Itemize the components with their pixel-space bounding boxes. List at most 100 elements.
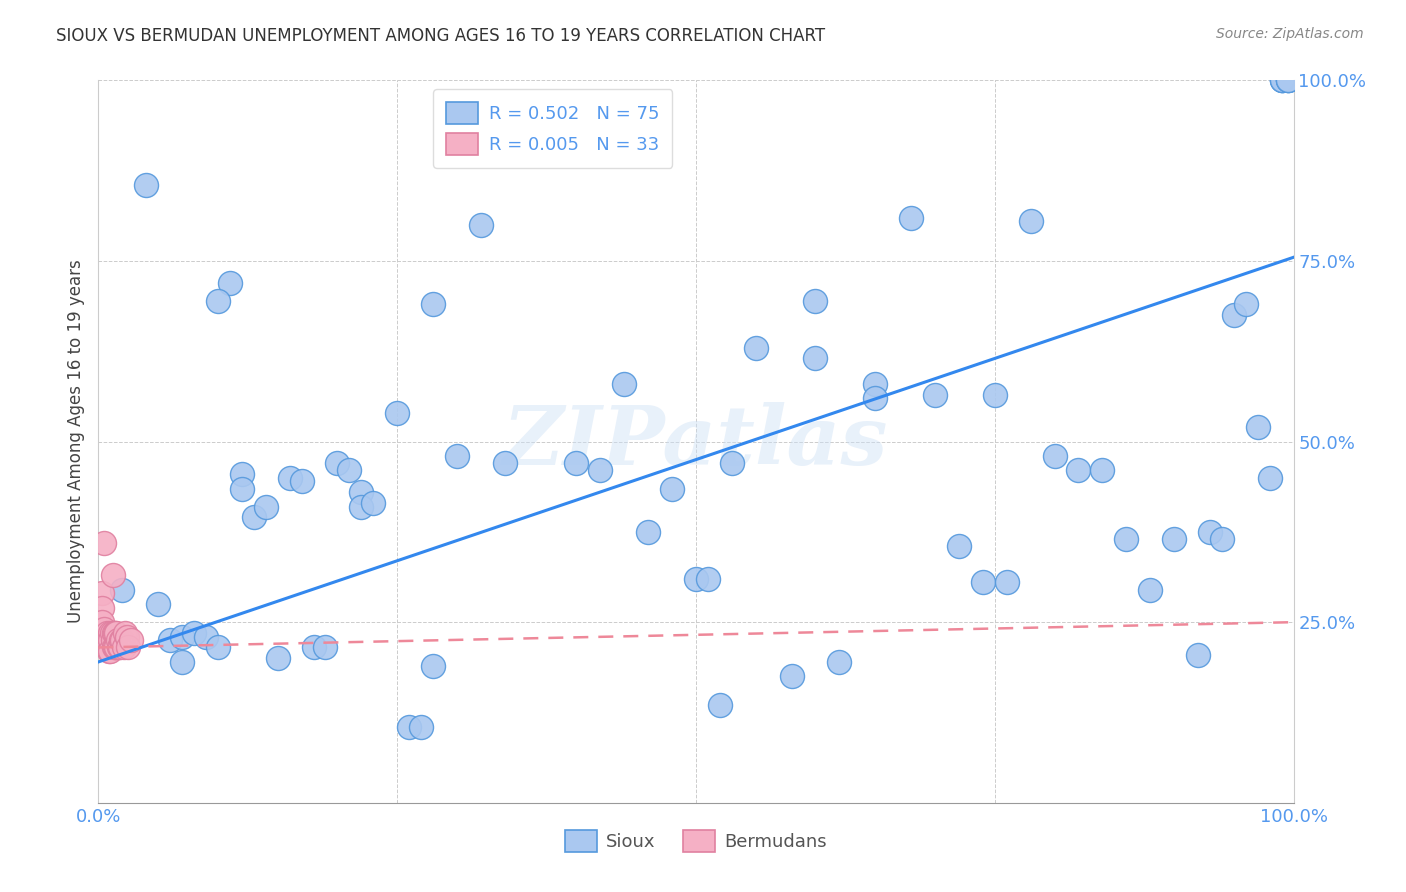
Point xyxy=(613,376,636,391)
Point xyxy=(697,572,720,586)
Point xyxy=(278,470,301,484)
Point xyxy=(94,630,117,644)
Point xyxy=(104,626,127,640)
Point xyxy=(103,626,125,640)
Point xyxy=(91,586,114,600)
Point xyxy=(422,297,444,311)
Point xyxy=(254,500,277,514)
Point xyxy=(350,485,373,500)
Point xyxy=(98,630,121,644)
Point xyxy=(446,449,468,463)
Point xyxy=(1234,297,1257,311)
Point xyxy=(98,644,122,658)
Point xyxy=(91,615,114,630)
Point xyxy=(98,644,121,658)
Legend: Sioux, Bermudans: Sioux, Bermudans xyxy=(558,822,834,859)
Point xyxy=(709,698,731,713)
Y-axis label: Unemployment Among Ages 16 to 19 years: Unemployment Among Ages 16 to 19 years xyxy=(66,260,84,624)
Point xyxy=(1019,214,1042,228)
Point xyxy=(93,535,115,549)
Point xyxy=(120,633,142,648)
Point xyxy=(589,463,612,477)
Point xyxy=(685,572,707,586)
Point xyxy=(104,640,127,655)
Point xyxy=(207,293,229,308)
Point xyxy=(101,633,124,648)
Point xyxy=(93,623,115,637)
Point xyxy=(112,640,135,655)
Point xyxy=(219,276,242,290)
Point xyxy=(291,475,314,489)
Point xyxy=(1115,532,1137,546)
Point xyxy=(1247,420,1270,434)
Text: Source: ZipAtlas.com: Source: ZipAtlas.com xyxy=(1216,27,1364,41)
Point xyxy=(97,640,120,655)
Point xyxy=(1277,73,1299,87)
Point xyxy=(1211,532,1233,546)
Point xyxy=(1277,73,1299,87)
Point xyxy=(326,456,349,470)
Point xyxy=(494,456,516,470)
Point xyxy=(100,626,122,640)
Point xyxy=(117,640,139,655)
Point xyxy=(108,640,131,655)
Point xyxy=(110,633,132,648)
Point xyxy=(984,387,1007,401)
Point xyxy=(96,626,118,640)
Point xyxy=(865,391,887,405)
Point xyxy=(1271,73,1294,87)
Point xyxy=(195,630,218,644)
Point xyxy=(96,640,118,655)
Point xyxy=(98,633,122,648)
Point xyxy=(422,658,444,673)
Point xyxy=(745,341,768,355)
Point xyxy=(135,178,157,192)
Point xyxy=(1258,470,1281,484)
Point xyxy=(804,351,827,366)
Point xyxy=(470,218,492,232)
Point xyxy=(804,293,827,308)
Point xyxy=(98,626,122,640)
Point xyxy=(865,376,887,391)
Point xyxy=(411,720,433,734)
Text: ZIPatlas: ZIPatlas xyxy=(503,401,889,482)
Point xyxy=(363,496,385,510)
Point xyxy=(231,482,253,496)
Point xyxy=(972,575,994,590)
Point xyxy=(1043,449,1066,463)
Point xyxy=(637,524,659,539)
Point xyxy=(1199,524,1222,539)
Point xyxy=(172,655,194,669)
Point xyxy=(114,626,136,640)
Point xyxy=(105,626,128,640)
Point xyxy=(350,500,373,514)
Point xyxy=(148,597,170,611)
Point xyxy=(398,720,420,734)
Point xyxy=(1187,648,1209,662)
Point xyxy=(105,640,128,655)
Point xyxy=(115,630,138,644)
Point xyxy=(828,655,851,669)
Point xyxy=(107,640,129,655)
Point xyxy=(1091,463,1114,477)
Point xyxy=(207,640,229,655)
Point xyxy=(302,640,325,655)
Point xyxy=(111,633,134,648)
Point xyxy=(183,626,205,640)
Point xyxy=(159,633,181,648)
Point xyxy=(780,669,803,683)
Point xyxy=(385,406,409,420)
Point xyxy=(1067,463,1090,477)
Point xyxy=(172,630,194,644)
Point xyxy=(565,456,588,470)
Point xyxy=(107,633,129,648)
Point xyxy=(101,568,124,582)
Point xyxy=(661,482,683,496)
Point xyxy=(948,539,970,553)
Point xyxy=(1139,582,1161,597)
Point xyxy=(1223,308,1246,322)
Point xyxy=(1277,73,1299,87)
Point xyxy=(103,640,125,655)
Point xyxy=(1163,532,1185,546)
Point xyxy=(995,575,1018,590)
